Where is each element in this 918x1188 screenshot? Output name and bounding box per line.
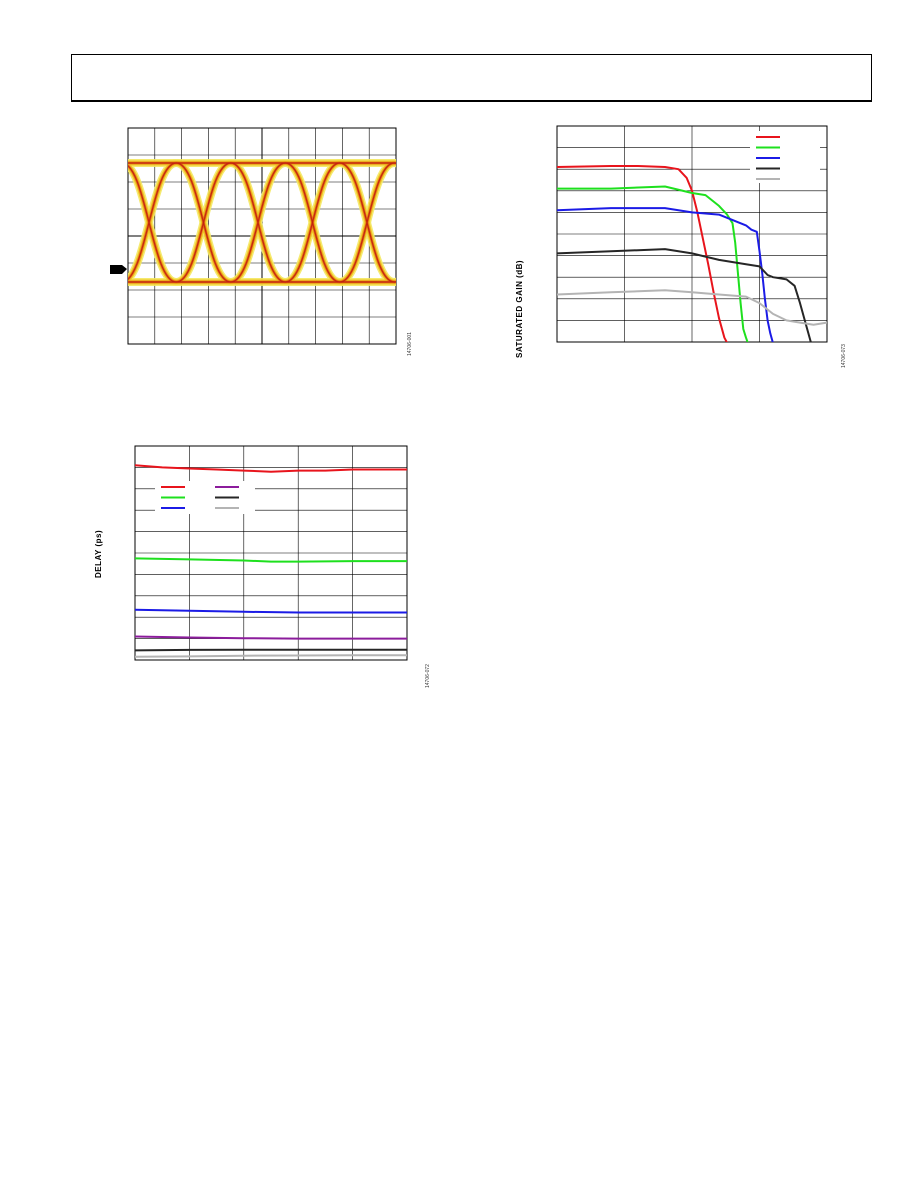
series-line-5 [135,648,407,652]
series-line-1 [135,464,407,473]
page-header-box [71,54,872,102]
series-line-1 [557,165,728,342]
eye-transition-falling [67,163,122,282]
series-line-4 [135,635,407,640]
eye-transition-falling [67,163,122,282]
series-line-6 [135,654,407,658]
eye-transition-rising [67,163,122,282]
delay-figure-id: 14706-072 [425,664,431,688]
gain-chart-legend [750,131,820,183]
delay-chart-ylabel: DELAY (ps) [94,530,103,578]
delay-chart-grid [134,445,408,661]
series-line-5 [557,289,827,326]
series-line-4 [557,248,812,342]
delay-chart-legend [155,481,255,514]
eye-transition-rising [393,278,396,285]
eye-transition-rising [393,279,396,284]
eye-transition-falling [67,163,122,282]
eye-transition-rising [394,280,396,283]
series-line-2 [135,557,407,563]
series-line-3 [557,207,774,342]
eye-transition-rising [230,162,286,283]
eye-transition-rising [67,163,122,282]
gain-chart-ylabel: SATURATED GAIN (dB) [515,260,524,358]
eye-transition-falling [394,162,396,165]
eye-transition-falling [393,161,396,166]
eye-transition-rising [392,277,396,286]
eye-diagram: 14706-001 [110,127,413,356]
eye-figure-id: 14706-001 [407,332,413,356]
gain-chart-series [557,165,827,342]
series-line-3 [135,608,407,614]
eye-diagram-traces [67,159,396,286]
eye-transition-falling [67,163,122,282]
eye-transition-rising [128,162,177,280]
trigger-marker-icon [110,265,127,274]
eye-transition-rising [285,162,340,283]
delay-chart: DELAY (ps) 14706-072 [94,445,431,688]
gain-figure-id: 14706-073 [841,344,847,368]
eye-transition-falling [392,159,396,168]
delay-chart-series [135,464,407,658]
eye-transition-rising [67,163,122,282]
saturated-gain-chart: SATURATED GAIN (dB) 14706-073 [515,125,847,368]
eye-transition-rising [339,162,395,283]
eye-transition-rising [176,162,231,283]
eye-transition-rising [67,163,122,282]
eye-transition-falling [393,160,396,167]
